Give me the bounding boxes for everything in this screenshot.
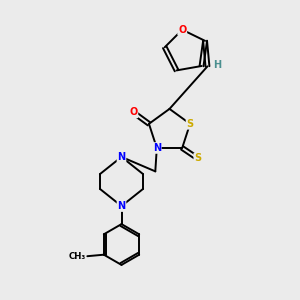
Text: N: N: [117, 152, 126, 162]
Text: CH₃: CH₃: [69, 252, 86, 261]
Text: O: O: [178, 25, 186, 35]
Text: N: N: [153, 143, 161, 153]
Text: N: N: [117, 201, 126, 211]
Text: O: O: [129, 107, 137, 117]
Text: S: S: [187, 119, 194, 129]
Text: H: H: [213, 60, 221, 70]
Text: S: S: [194, 154, 201, 164]
